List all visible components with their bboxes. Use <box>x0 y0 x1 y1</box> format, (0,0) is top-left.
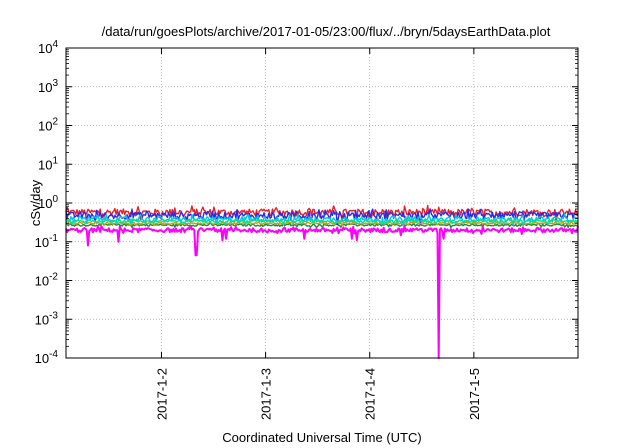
series-line <box>65 208 579 226</box>
x-tick-label: 2017-1-3 <box>259 368 274 420</box>
y-tick-label: 100 <box>38 194 58 211</box>
y-tick-label: 10-1 <box>35 233 59 250</box>
y-tick-label: 10-4 <box>35 349 59 366</box>
y-tick-label: 104 <box>38 39 58 56</box>
series-line <box>65 225 579 359</box>
y-tick-label: 10-3 <box>35 310 59 327</box>
x-tick-label: 2017-1-5 <box>467 368 482 420</box>
y-tick-label: 101 <box>38 155 58 172</box>
y-tick-label: 102 <box>38 117 58 134</box>
series-line <box>65 220 579 227</box>
x-axis-label: Coordinated Universal Time (UTC) <box>222 430 421 445</box>
y-tick-label: 10-2 <box>35 272 59 289</box>
series-line <box>66 222 579 229</box>
x-tick-label: 2017-1-2 <box>154 368 169 420</box>
grid <box>66 48 578 358</box>
y-tick-label: 103 <box>38 78 58 95</box>
x-tick-label: 2017-1-4 <box>363 368 378 420</box>
chart-title: /data/run/goesPlots/archive/2017-01-05/2… <box>102 24 551 39</box>
y-axis: 10-4 10-3 10-2 10-1 100 101 102 103 104 <box>35 39 578 366</box>
x-axis: 2017-1-2 2017-1-3 2017-1-4 2017-1-5 <box>154 48 482 420</box>
series-line <box>65 217 579 226</box>
series-group <box>65 204 579 359</box>
y-axis-label: cSv/day <box>28 179 43 226</box>
